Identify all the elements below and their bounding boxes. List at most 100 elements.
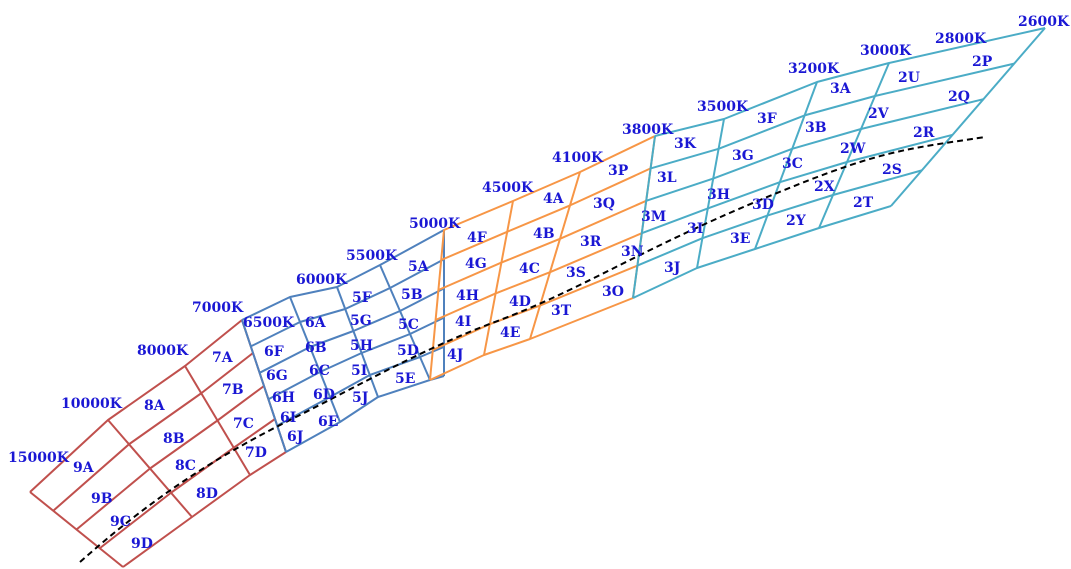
bin-label-6a: 6A: [305, 315, 327, 331]
orange-group-bottom-edge: [429, 297, 634, 381]
bin-label-5a: 5A: [408, 259, 430, 275]
bin-label-5i: 5I: [351, 363, 367, 379]
bin-label-9c: 9C: [110, 514, 131, 530]
teal-group-iso-line: [632, 135, 656, 299]
bin-label-6h: 6H: [272, 390, 295, 406]
bin-label-2u: 2U: [898, 70, 920, 86]
bin-label-9b: 9B: [91, 491, 113, 507]
orange-group-iso-line: [529, 171, 581, 340]
cct-label-8000k: 8000K: [137, 343, 189, 359]
bin-label-3e: 3E: [730, 231, 750, 247]
bin-label-2p: 2P: [972, 54, 993, 70]
blue-group-row-line: [276, 345, 445, 427]
bin-label-6g: 6G: [266, 368, 288, 384]
orange-group-iso-line: [429, 229, 445, 381]
cct-label-6000k: 6000K: [296, 272, 348, 288]
bin-label-8b: 8B: [163, 431, 185, 447]
bin-label-2q: 2Q: [948, 89, 970, 105]
bin-label-5g: 5G: [350, 313, 372, 329]
bin-label-5f: 5F: [352, 290, 372, 306]
bin-label-7a: 7A: [212, 350, 234, 366]
cct-label-3500k: 3500K: [697, 99, 749, 115]
bin-label-3b: 3B: [805, 120, 827, 136]
bin-label-5d: 5D: [397, 343, 419, 359]
cct-label-15000k: 15000K: [8, 450, 70, 466]
bin-grid-lines: [29, 27, 1046, 568]
bin-label-8a: 8A: [144, 398, 166, 414]
teal-group-iso-line: [890, 27, 1046, 207]
red-group-row-line: [75, 385, 265, 531]
blackbody-locus-line: [79, 136, 986, 563]
bin-label-5e: 5E: [395, 371, 415, 387]
bin-label-6i: 6I: [280, 410, 296, 426]
bin-label-5b: 5B: [401, 287, 423, 303]
bin-label-3q: 3Q: [593, 196, 615, 212]
bin-label-3n: 3N: [621, 244, 644, 260]
bin-label-6e: 6E: [318, 414, 338, 430]
bin-label-3o: 3O: [602, 284, 624, 300]
bin-label-6c: 6C: [309, 363, 330, 379]
blue-group-row-line: [259, 287, 445, 374]
cct-label-2800k: 2800K: [935, 31, 987, 47]
bin-label-7c: 7C: [233, 416, 254, 432]
bin-label-3c: 3C: [782, 156, 803, 172]
orange-group-row-line: [435, 232, 643, 321]
bin-label-2s: 2S: [882, 162, 902, 178]
blue-group-iso-line: [289, 296, 341, 423]
bin-label-4e: 4E: [500, 325, 520, 341]
cct-label-7000k: 7000K: [192, 300, 244, 316]
blue-group-iso-line: [379, 264, 431, 381]
blue-group-row-line: [267, 316, 445, 401]
cct-label-6500k: 6500K: [243, 315, 295, 331]
bin-label-2t: 2T: [853, 195, 874, 211]
bin-label-4b: 4B: [533, 226, 555, 242]
teal-group-row-line: [645, 98, 984, 202]
bin-label-2y: 2Y: [786, 213, 807, 229]
cct-label-3000k: 3000K: [860, 43, 912, 59]
cct-label-2600k: 2600K: [1018, 14, 1070, 30]
teal-group-iso-line: [696, 118, 725, 269]
temperature-labels: 2600K 2800K 3000K 3200K 3500K 3800K 4100…: [8, 14, 1070, 466]
teal-group-row-line: [650, 62, 1015, 170]
bin-label-2r: 2R: [913, 125, 935, 141]
bin-label-4f: 4F: [467, 230, 487, 246]
cct-label-4500k: 4500K: [482, 180, 534, 196]
bin-label-3j: 3J: [664, 260, 681, 276]
bin-label-4i: 4I: [455, 314, 471, 330]
bin-label-3s: 3S: [566, 265, 586, 281]
teal-group-iso-line: [754, 81, 818, 250]
bin-label-5j: 5J: [352, 390, 369, 406]
orange-group-top-edge: [443, 135, 656, 231]
bin-label-5h: 5H: [350, 338, 373, 354]
cct-label-5500k: 5500K: [346, 248, 398, 264]
bin-label-4h: 4H: [456, 288, 479, 304]
bin-label-4g: 4G: [465, 256, 487, 272]
bin-label-6b: 6B: [305, 340, 327, 356]
blue-group-bottom-edge: [285, 375, 445, 453]
bin-label-4a: 4A: [543, 191, 565, 207]
bin-label-3l: 3L: [657, 170, 677, 186]
teal-group-iso-line: [818, 62, 890, 229]
red-group-row-line: [52, 352, 254, 512]
bin-label-3r: 3R: [580, 234, 602, 250]
bin-label-9d: 9D: [131, 536, 153, 552]
bin-label-2x: 2X: [814, 179, 835, 195]
bin-label-4d: 4D: [509, 294, 531, 310]
bin-label-9a: 9A: [73, 460, 95, 476]
cct-label-4100k: 4100K: [552, 150, 604, 166]
red-group-bottom-edge: [122, 451, 287, 568]
orange-group-row-line: [440, 167, 652, 261]
bin-label-4j: 4J: [447, 347, 464, 363]
red-group-top-edge: [29, 319, 243, 493]
teal-group-row-line: [637, 169, 923, 267]
bin-label-3p: 3P: [608, 163, 629, 179]
bin-label-6j: 6J: [287, 429, 304, 445]
bin-label-2v: 2V: [868, 106, 890, 122]
cct-label-5000k: 5000K: [409, 216, 461, 232]
bin-label-3k: 3K: [674, 136, 697, 152]
blue-group-row-line: [250, 258, 445, 348]
bin-label-3h: 3H: [707, 187, 730, 203]
bin-label-3g: 3G: [732, 148, 754, 164]
